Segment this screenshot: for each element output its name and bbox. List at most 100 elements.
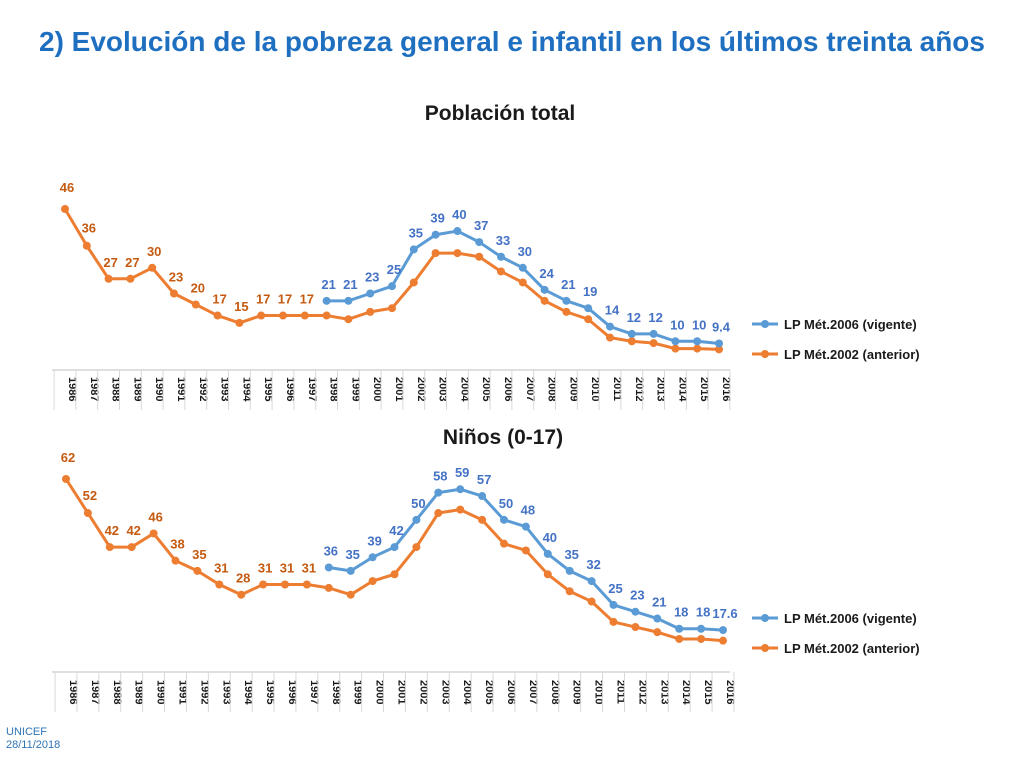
x-tick-label: 1999 bbox=[349, 377, 361, 401]
x-tick-label: 2008 bbox=[549, 680, 561, 704]
x-tick-label: 1988 bbox=[110, 377, 122, 401]
data-label-vigente: 19 bbox=[583, 284, 597, 299]
data-label-anterior: 35 bbox=[192, 547, 206, 562]
point-anterior bbox=[565, 587, 574, 596]
data-label-anterior: 31 bbox=[302, 561, 316, 576]
legend: LP Mét.2006 (vigente) LP Mét.2002 (anteri… bbox=[752, 317, 920, 362]
point-vigente bbox=[606, 322, 614, 331]
x-tick-label: 1992 bbox=[198, 680, 210, 704]
point-anterior bbox=[653, 628, 662, 637]
point-anterior bbox=[719, 636, 727, 645]
data-label-vigente: 17.6 bbox=[712, 606, 737, 621]
x-tick-label: 2003 bbox=[439, 680, 451, 704]
data-label-vigente: 14 bbox=[605, 303, 620, 318]
x-tick-label: 2009 bbox=[571, 680, 583, 704]
x-tick-label: 2002 bbox=[417, 680, 429, 704]
data-label-anterior: 15 bbox=[234, 299, 248, 314]
legend-label-anterior: LP Mét.2002 (anterior) bbox=[784, 347, 920, 362]
point-anterior bbox=[300, 311, 309, 320]
point-vigente bbox=[649, 329, 658, 338]
data-label-vigente: 42 bbox=[389, 523, 403, 538]
x-tick-label: 1991 bbox=[177, 680, 189, 704]
point-anterior bbox=[500, 539, 508, 548]
point-anterior bbox=[126, 274, 135, 283]
point-anterior bbox=[497, 267, 505, 276]
legend-label-vigente: LP Mét.2006 (vigente) bbox=[784, 317, 917, 332]
point-vigente bbox=[675, 624, 684, 633]
x-tick-label: 1987 bbox=[88, 377, 100, 401]
data-label-anterior: 42 bbox=[126, 523, 140, 538]
x-tick-label: 2011 bbox=[611, 377, 623, 401]
point-vigente bbox=[390, 543, 399, 552]
data-label-anterior: 31 bbox=[258, 561, 272, 576]
point-vigente bbox=[518, 263, 527, 272]
point-vigente bbox=[324, 563, 333, 572]
x-tick-label: 1990 bbox=[153, 377, 165, 401]
x-tick-label: 2011 bbox=[615, 680, 627, 704]
point-vigente bbox=[565, 566, 574, 575]
x-tick-label: 2007 bbox=[524, 377, 536, 401]
point-anterior bbox=[478, 515, 487, 524]
x-tick-label: 2001 bbox=[396, 680, 408, 704]
footer: UNICEF 28/11/2018 bbox=[6, 726, 60, 752]
point-anterior bbox=[390, 570, 399, 579]
footer-org: UNICEF bbox=[6, 726, 47, 738]
point-anterior bbox=[237, 590, 246, 599]
x-tick-label: 1993 bbox=[219, 377, 231, 401]
x-tick-label: 1990 bbox=[155, 680, 167, 704]
data-label-vigente: 23 bbox=[630, 588, 644, 603]
point-vigente bbox=[475, 238, 484, 247]
point-vigente bbox=[631, 607, 640, 616]
x-tick-label: 2004 bbox=[458, 377, 470, 402]
point-anterior bbox=[62, 475, 70, 483]
x-tick-label: 2005 bbox=[483, 680, 495, 704]
point-anterior bbox=[281, 580, 289, 589]
legend-label-vigente: LP Mét.2006 (vigente) bbox=[784, 611, 917, 626]
x-tick-label: 2015 bbox=[702, 680, 714, 704]
legend-label-anterior: LP Mét.2002 (anterior) bbox=[784, 641, 920, 656]
point-anterior bbox=[215, 580, 224, 589]
data-label-vigente: 21 bbox=[321, 277, 335, 292]
point-vigente bbox=[719, 626, 727, 635]
x-tick-label: 2006 bbox=[502, 377, 514, 401]
data-label-anterior: 52 bbox=[83, 488, 97, 503]
point-vigente bbox=[322, 296, 331, 305]
footer-date: 28/11/2018 bbox=[6, 739, 61, 751]
x-tick-label: 2014 bbox=[680, 680, 692, 705]
point-anterior bbox=[148, 263, 157, 272]
data-label-anterior: 23 bbox=[169, 270, 183, 285]
x-tick-label: 1986 bbox=[67, 680, 79, 704]
x-tick-label: 2000 bbox=[371, 377, 383, 401]
point-vigente bbox=[497, 252, 505, 261]
point-anterior bbox=[606, 333, 614, 342]
data-label-vigente: 39 bbox=[430, 211, 444, 226]
point-vigente bbox=[562, 296, 571, 305]
point-anterior bbox=[171, 556, 180, 565]
point-anterior bbox=[453, 249, 462, 258]
data-label-vigente: 35 bbox=[564, 547, 578, 562]
x-tick-label: 2016 bbox=[724, 680, 736, 704]
x-tick-label: 2009 bbox=[567, 377, 579, 401]
point-anterior bbox=[82, 241, 91, 250]
data-label-anterior: 46 bbox=[60, 180, 74, 195]
data-label-vigente: 39 bbox=[367, 533, 381, 548]
x-tick-label: 2002 bbox=[415, 377, 427, 401]
x-tick-label: 2012 bbox=[633, 377, 645, 401]
point-anterior bbox=[302, 580, 311, 589]
data-label-vigente: 50 bbox=[411, 496, 425, 511]
x-tick-label: 1999 bbox=[352, 680, 364, 704]
point-anterior bbox=[61, 205, 69, 213]
data-label-vigente: 10 bbox=[692, 317, 706, 332]
point-vigente bbox=[431, 230, 440, 239]
data-label-vigente: 57 bbox=[477, 472, 491, 487]
point-anterior bbox=[434, 509, 443, 518]
data-label-vigente: 25 bbox=[608, 581, 622, 596]
slide-title: 2) Evolución de la pobreza general e inf… bbox=[39, 26, 985, 57]
point-vigente bbox=[540, 285, 549, 294]
point-anterior bbox=[409, 278, 418, 287]
x-tick-label: 2013 bbox=[655, 377, 667, 401]
point-anterior bbox=[584, 315, 593, 324]
point-vigente bbox=[715, 339, 723, 348]
data-label-vigente: 12 bbox=[648, 310, 662, 325]
